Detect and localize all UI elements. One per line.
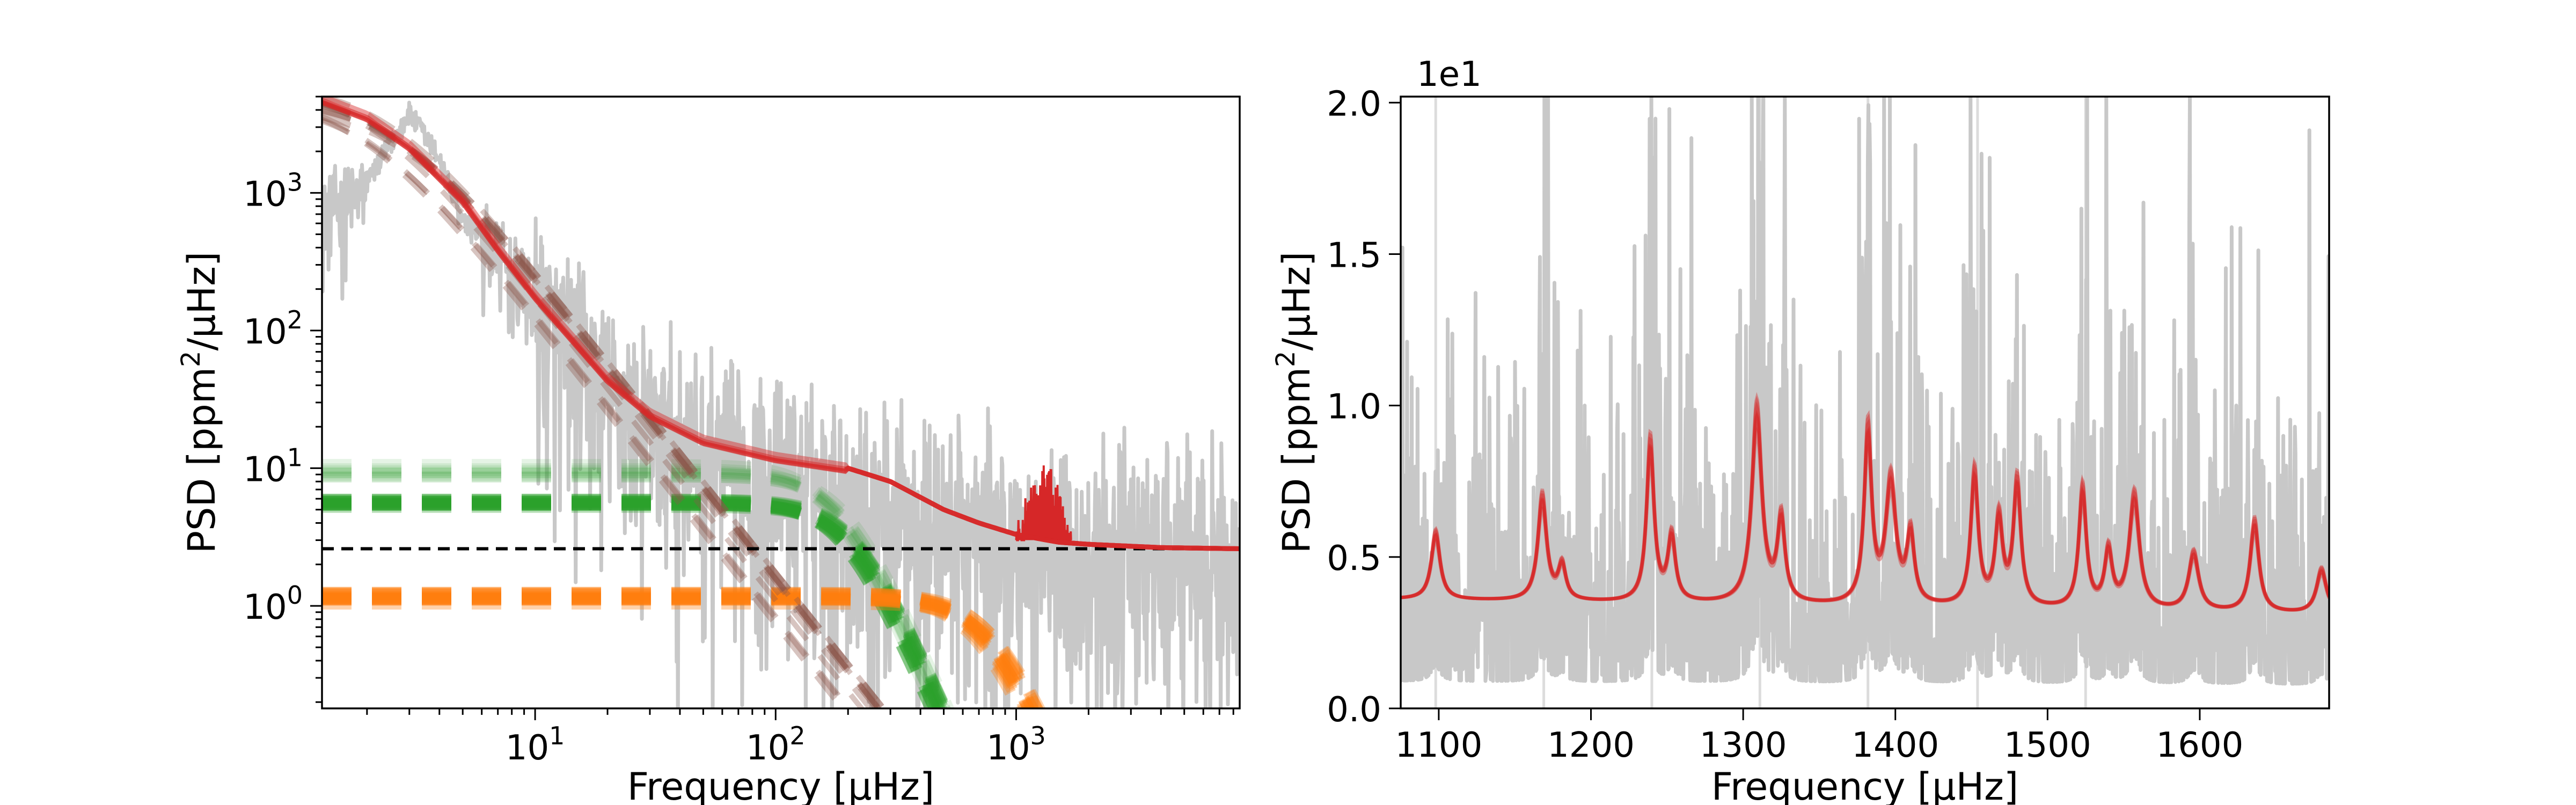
right-psd-panel: 1100 1200 1300 1400 1500 1600 0.0 0.5 1.0 1.5 2.0 1…	[1271, 55, 2330, 805]
component-sample-line	[322, 114, 851, 708]
component-sample-line	[322, 597, 1043, 708]
component-sample-line	[322, 588, 1044, 708]
left-y-tick-label: 100	[243, 581, 303, 627]
component-activity-component	[322, 97, 887, 708]
component-sample-line	[322, 494, 952, 708]
right-x-tick-label: 1600	[2156, 726, 2243, 765]
right-x-tick-label: 1100	[1395, 726, 1482, 765]
mode-model-line	[1401, 427, 2329, 612]
right-y-tick-label: 2.0	[1327, 84, 1381, 124]
component-sample-line	[322, 459, 943, 708]
total-model-line	[322, 98, 1240, 551]
component-sample-line	[322, 501, 948, 708]
component-sample-line	[322, 496, 938, 708]
component-sample-line	[322, 101, 882, 708]
left-y-tick-label: 101	[243, 443, 303, 489]
mode-model-samples	[1401, 392, 2329, 612]
component-sample-line	[322, 496, 951, 708]
mode-model-line	[1401, 413, 2329, 612]
component-sample-line	[322, 495, 952, 708]
component-sample-line	[322, 498, 946, 708]
component-sample-line	[322, 497, 946, 708]
component-sample-line	[322, 472, 951, 708]
component-sample-line	[322, 115, 882, 708]
component-sample-line	[322, 593, 1044, 708]
left-x-tick-label: 101	[506, 721, 565, 768]
component-sample-line	[322, 467, 942, 708]
component-sample-line	[322, 496, 950, 708]
component-granulation-component-high-faint-samples-	[322, 459, 955, 708]
component-sample-line	[322, 495, 938, 708]
left-y-tick-label: 103	[243, 167, 303, 214]
total-model-line	[322, 100, 1240, 551]
right-y-tick-label: 1.5	[1327, 236, 1381, 275]
total-model-line	[322, 97, 1240, 551]
component-sample-line	[322, 103, 880, 708]
left-x-tick-label: 102	[746, 721, 806, 768]
total-model-samples	[322, 97, 1240, 551]
left-x-tick-label: 103	[986, 721, 1046, 768]
component-sample-line	[322, 499, 944, 708]
component-granulation-component-low-	[322, 587, 1046, 708]
component-sample-line	[322, 592, 1036, 708]
right-y-tick-label: 0.0	[1327, 690, 1381, 730]
component-sample-line	[322, 118, 852, 708]
right-x-tick-label: 1300	[1700, 726, 1787, 765]
component-sample-line	[322, 104, 883, 708]
total-model-line	[322, 98, 1240, 551]
right-axes-frame	[1400, 96, 2330, 709]
component-sample-line	[322, 109, 887, 708]
component-sample-line	[322, 593, 1026, 708]
right-x-tick-label: 1400	[1851, 726, 1939, 765]
mode-model-line	[1401, 396, 2329, 611]
component-sample-line	[322, 101, 865, 708]
right-plot-area	[1401, 97, 2329, 708]
component-sample-line	[322, 587, 1032, 708]
component-sample-line	[322, 97, 887, 708]
right-y-axis-label: PSD [ppm2/μHz]	[1271, 252, 1319, 554]
component-sample-line	[322, 108, 887, 708]
component-sample-line	[322, 471, 948, 708]
component-sample-line	[322, 99, 874, 708]
component-sample-line	[322, 498, 950, 708]
total-model-line	[322, 100, 1240, 551]
left-plot-area	[322, 97, 1240, 708]
right-x-tick-label: 1200	[1547, 726, 1635, 765]
component-sample-line	[322, 463, 943, 708]
component-sample-line	[322, 593, 1029, 708]
component-sample-line	[322, 594, 1033, 708]
mode-model-line	[1401, 401, 2329, 611]
left-x-axis-label: Frequency [μHz]	[627, 765, 934, 805]
right-y-tick-label: 1.0	[1327, 387, 1381, 427]
mode-model-line	[1401, 411, 2329, 612]
right-y-tick-label: 0.5	[1327, 539, 1381, 579]
component-sample-line	[322, 465, 939, 708]
observed-spectrum-line	[1401, 97, 2329, 686]
right-y-offset-label: 1e1	[1417, 55, 1482, 94]
component-sample-line	[322, 592, 1040, 708]
component-sample-line	[322, 116, 846, 708]
component-sample-line	[322, 494, 941, 708]
component-sample-line	[322, 591, 1039, 708]
component-granulation-component-high-	[322, 494, 952, 708]
component-sample-line	[322, 499, 941, 708]
mode-model-line	[1401, 392, 2329, 611]
component-sample-line	[322, 104, 882, 708]
left-y-tick-label: 102	[243, 305, 303, 352]
total-model-line	[322, 100, 1240, 551]
component-sample-line	[322, 587, 1035, 708]
observed-spectrum-line	[322, 100, 1240, 708]
component-sample-line	[322, 588, 1035, 708]
component-sample-line	[322, 590, 1046, 708]
component-sample-line	[322, 108, 880, 708]
oscillation-excess-line	[1015, 465, 1072, 541]
left-y-axis-label: PSD [ppm2/μHz]	[176, 252, 224, 554]
right-x-tick-label: 1500	[2004, 726, 2091, 765]
mode-model-line	[1401, 409, 2329, 612]
left-psd-panel: 101 102 103 100 101 102 103 Frequency [μHz] PSD …	[176, 96, 1241, 805]
right-x-axis-label: Frequency [μHz]	[1711, 765, 2018, 805]
component-sample-line	[322, 588, 1030, 708]
component-sample-line	[322, 499, 942, 708]
